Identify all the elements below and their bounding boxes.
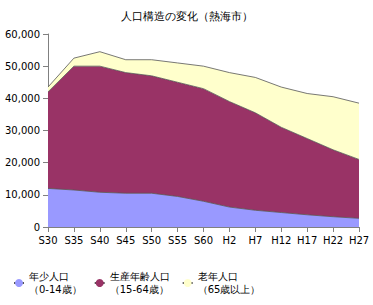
svg-text:人口構造の変化（熱海市）: 人口構造の変化（熱海市） bbox=[121, 10, 253, 23]
svg-text:S60: S60 bbox=[194, 235, 213, 246]
svg-text:年少人口: 年少人口 bbox=[29, 271, 69, 282]
svg-text:（0-14歳）: （0-14歳） bbox=[29, 284, 82, 295]
svg-text:S55: S55 bbox=[168, 235, 187, 246]
svg-text:20,000: 20,000 bbox=[5, 157, 40, 168]
svg-text:生産年齢人口: 生産年齢人口 bbox=[110, 271, 170, 282]
svg-text:S30: S30 bbox=[38, 235, 57, 246]
svg-text:30,000: 30,000 bbox=[5, 125, 40, 136]
svg-text:10,000: 10,000 bbox=[5, 189, 40, 200]
svg-text:H22: H22 bbox=[323, 235, 343, 246]
svg-text:（65歳以上）: （65歳以上） bbox=[198, 284, 261, 295]
svg-text:H17: H17 bbox=[297, 235, 317, 246]
svg-text:S40: S40 bbox=[90, 235, 109, 246]
svg-text:H27: H27 bbox=[349, 235, 369, 246]
svg-text:50,000: 50,000 bbox=[5, 61, 40, 72]
svg-text:H7: H7 bbox=[248, 235, 262, 246]
svg-text:S45: S45 bbox=[116, 235, 135, 246]
svg-text:0: 0 bbox=[34, 222, 40, 233]
svg-text:40,000: 40,000 bbox=[5, 93, 40, 104]
svg-text:S35: S35 bbox=[64, 235, 83, 246]
svg-text:60,000: 60,000 bbox=[5, 29, 40, 40]
svg-text:老年人口: 老年人口 bbox=[198, 271, 238, 282]
svg-text:H2: H2 bbox=[222, 235, 236, 246]
svg-text:（15-64歳）: （15-64歳） bbox=[110, 284, 169, 295]
svg-text:H12: H12 bbox=[271, 235, 291, 246]
svg-text:S50: S50 bbox=[142, 235, 161, 246]
